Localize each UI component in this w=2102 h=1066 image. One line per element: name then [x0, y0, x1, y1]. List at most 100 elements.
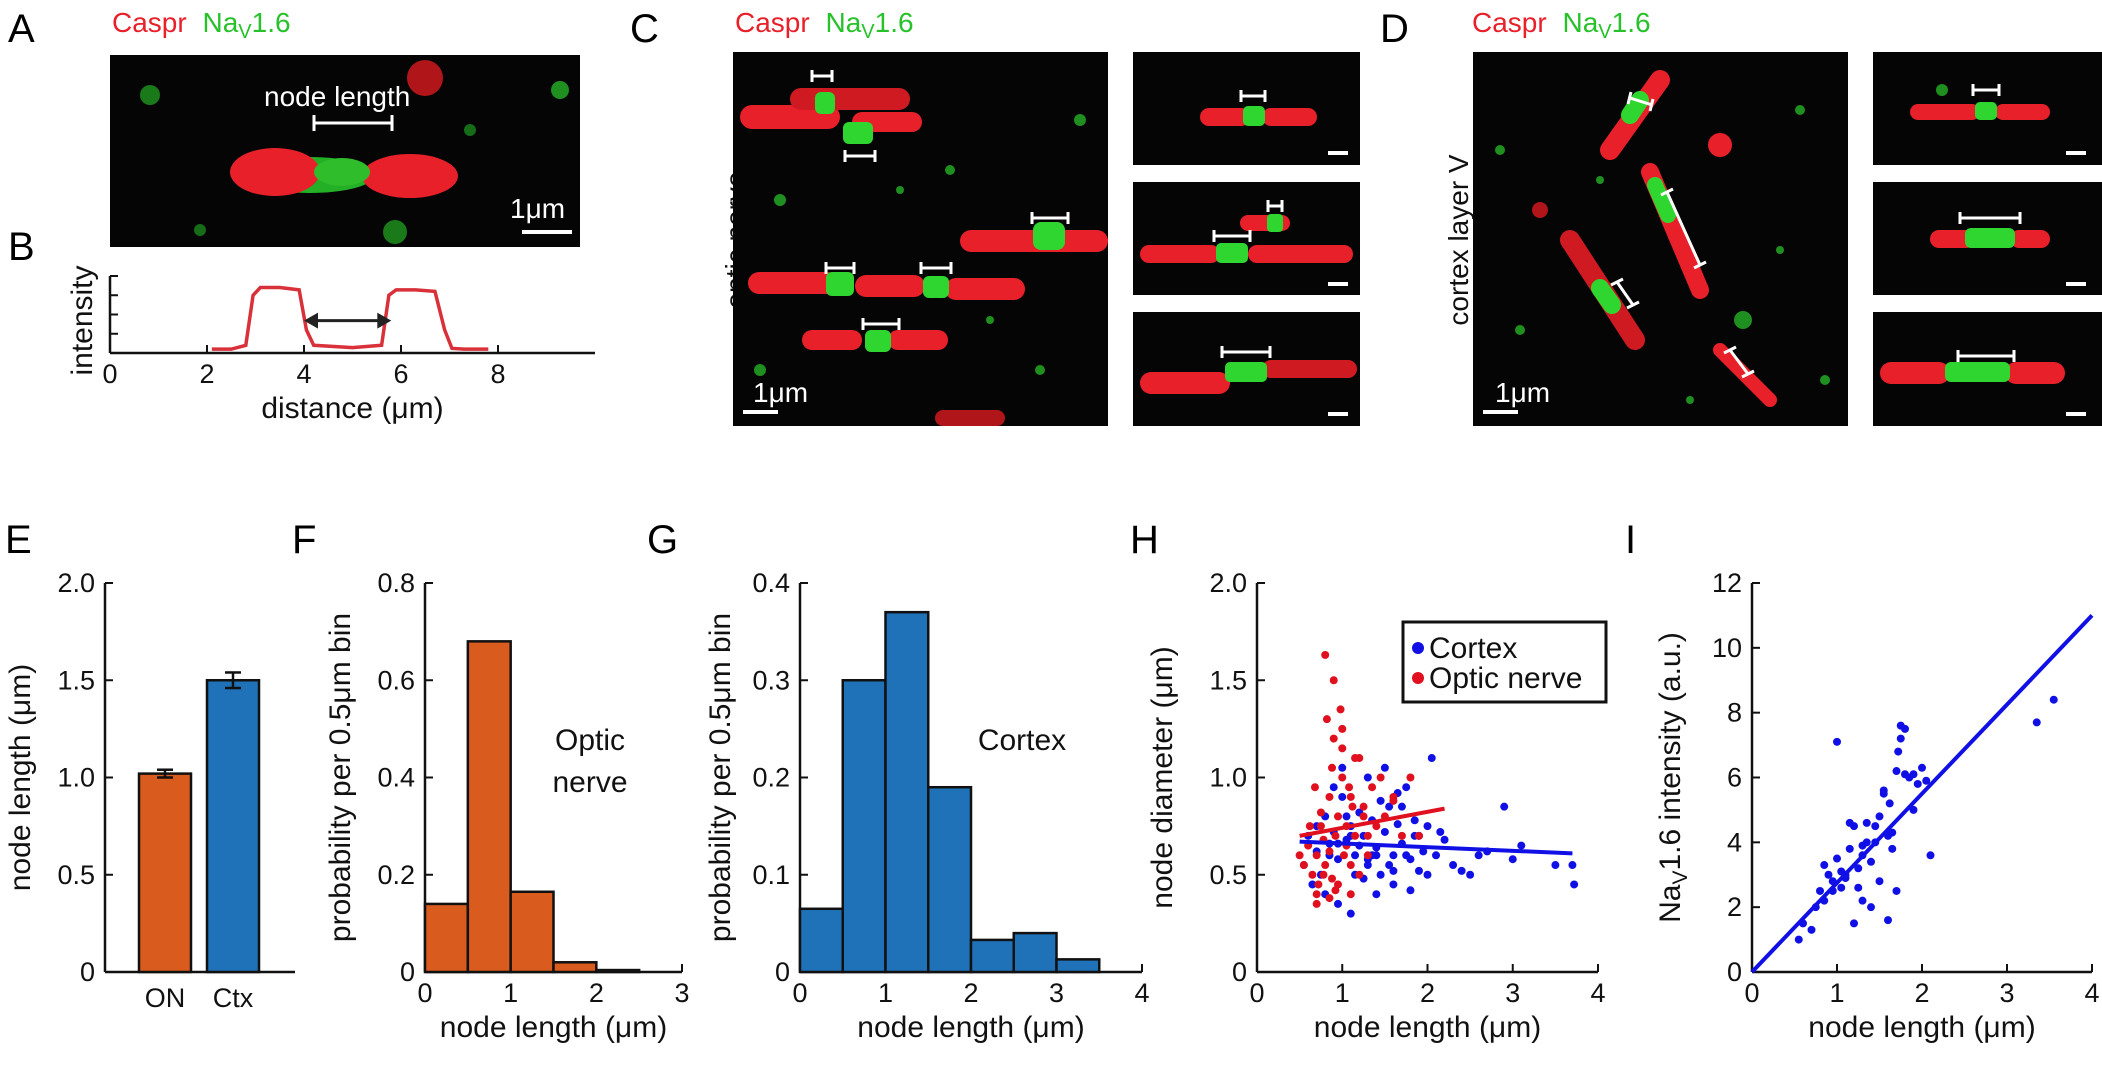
scatter-point-cortex — [1333, 899, 1342, 908]
scatter-point-cortex — [1372, 890, 1381, 899]
micrograph-c-insets — [1133, 52, 1360, 426]
legend-box — [1401, 620, 1608, 704]
scatter-point-optic — [1331, 831, 1340, 840]
y-tick-label: 0.3 — [752, 665, 790, 695]
x-tick-label: 1 — [1829, 978, 1844, 1008]
scatter-point — [1833, 737, 1841, 746]
scatter-point-cortex — [1410, 816, 1419, 825]
scatter-point-cortex — [1517, 841, 1526, 850]
scatter-point-cortex — [1466, 870, 1475, 879]
fit-line-optic — [1299, 806, 1445, 838]
scatter-point-optic — [1308, 870, 1317, 879]
x-tick-label: 0 — [1249, 978, 1264, 1008]
panel-letter-d: D — [1380, 7, 1409, 51]
scatter-point-optic — [1359, 802, 1368, 811]
legend-caspr: Caspr — [735, 7, 810, 38]
histogram-bar — [1012, 931, 1058, 974]
scatter-point-optic — [1333, 812, 1342, 821]
x-tick-label: 2 — [589, 978, 604, 1008]
x-tick-label: 2 — [1914, 978, 1929, 1008]
y-tick-label: 0 — [1232, 957, 1247, 987]
scatter-point-cortex — [1308, 880, 1317, 889]
legend-nav-sub: V — [238, 21, 252, 43]
scatter-point-cortex — [1380, 827, 1389, 836]
scalebar-label-d: 1μm — [1495, 377, 1550, 408]
scatter-point-cortex — [1389, 866, 1398, 875]
scatter-point — [1854, 864, 1863, 873]
scatter-point — [1867, 903, 1875, 912]
panel-a-legend: Caspr NaV1.6 — [112, 7, 291, 43]
scatter-point-optic — [1331, 886, 1340, 895]
scatter-point-optic — [1397, 831, 1406, 840]
scatter-point-cortex — [1385, 802, 1394, 811]
y-tick-label: 0 — [80, 957, 95, 987]
scatter-point-cortex — [1329, 783, 1338, 792]
panel-letter-a: A — [8, 7, 35, 51]
scatter-point-cortex — [1380, 763, 1389, 772]
x-tick-label: 4 — [1134, 978, 1149, 1008]
scatter-point-optic — [1329, 676, 1338, 685]
scatter-point-optic — [1321, 861, 1330, 870]
scatter-point-cortex — [1389, 880, 1398, 889]
scatter-point — [1896, 721, 1905, 730]
y-axis-label: intensity — [66, 265, 99, 375]
x-tick-label: 8 — [490, 359, 505, 389]
cortex-layer-side-label: cortex layer V — [1443, 154, 1474, 325]
histogram-bar — [969, 938, 1015, 974]
scatter-point-optic — [1325, 847, 1334, 856]
scatter-point-optic — [1325, 792, 1334, 801]
panel-c-legend: Caspr NaV1.6 — [735, 7, 914, 43]
scatter-point-cortex — [1551, 861, 1560, 870]
chart-g: 0 1 2 3 4 0 0.1 0.2 0.3 0.4 node length (μm) probab… — [704, 568, 1150, 1044]
x-axis-label: node length (μm) — [857, 1011, 1084, 1044]
legend-marker — [1412, 642, 1424, 654]
scatter-point-optic — [1348, 802, 1357, 811]
scatter-point-optic — [1336, 705, 1345, 714]
histogram-bar — [509, 890, 555, 974]
scatter-point-optic — [1325, 894, 1334, 903]
bar-on — [137, 772, 193, 974]
legend-nav-sub: V — [861, 21, 875, 43]
panel-letter-e: E — [5, 518, 32, 562]
y-axis-label: probability per 0.5μm bin — [704, 613, 737, 942]
scatter-point — [1892, 886, 1901, 895]
legend-caspr: Caspr — [1472, 7, 1547, 38]
x-tick-label: 2 — [963, 978, 978, 1008]
x-tick-label: 0 — [792, 978, 807, 1008]
micrograph-c-main — [733, 52, 1108, 426]
x-tick-label: 1 — [878, 978, 893, 1008]
scatter-point-optic — [1299, 861, 1308, 870]
scatter-point-optic — [1312, 851, 1321, 860]
histogram-annotation: nerve — [552, 766, 627, 799]
histogram-bar — [552, 961, 598, 974]
legend-nav: Na — [202, 7, 238, 38]
histogram-bar — [466, 640, 512, 974]
scatter-point — [1837, 883, 1846, 892]
scatter-point — [1845, 818, 1854, 827]
scatter-point-optic — [1319, 870, 1328, 879]
scatter-point — [1894, 747, 1903, 756]
scatter-point-cortex — [1457, 866, 1466, 875]
x-tick-label: 3 — [1999, 978, 2014, 1008]
histogram-bar — [423, 902, 470, 974]
panel-d-legend: Caspr NaV1.6 — [1472, 7, 1651, 43]
scatter-point-optic — [1372, 822, 1381, 831]
scatter-point-cortex — [1406, 886, 1415, 895]
x-tick-label: 6 — [393, 359, 408, 389]
y-tick-label: 0.8 — [377, 568, 415, 598]
scatter-point — [1901, 770, 1909, 779]
y-tick-label: 10 — [1712, 633, 1742, 663]
scatter-point-optic — [1338, 744, 1347, 753]
scatter-point-optic — [1363, 831, 1372, 840]
y-tick-label: 0.2 — [377, 860, 415, 890]
scatter-point-optic — [1346, 890, 1355, 899]
scatter-point-cortex — [1500, 802, 1509, 811]
x-tick-label: 0 — [102, 359, 117, 389]
scatter-point-cortex — [1508, 855, 1517, 864]
legend-marker — [1412, 672, 1424, 684]
y-tick-label: 12 — [1712, 568, 1742, 598]
chart-e: 0 0.5 1.0 1.5 2.0 ON Ctx node length (μm) — [4, 568, 295, 1013]
panel-letter-g: G — [647, 518, 678, 562]
